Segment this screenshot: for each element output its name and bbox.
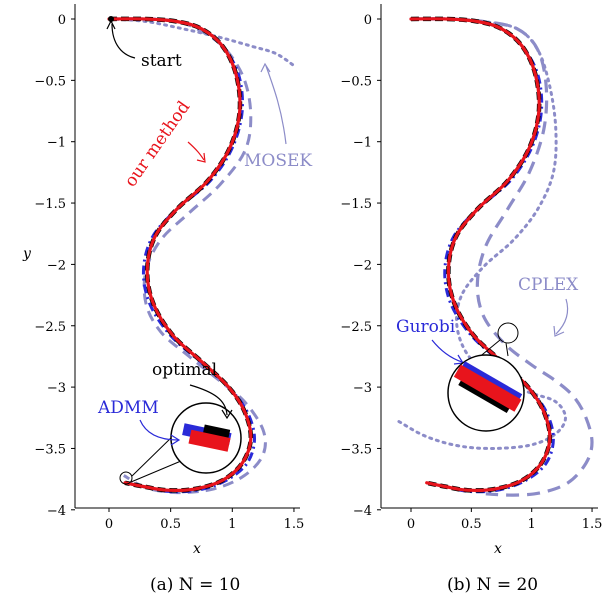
y-tick-label: −3.5 bbox=[340, 442, 372, 457]
y-tick-label: −1.5 bbox=[340, 197, 372, 212]
cplex-arrow-head bbox=[553, 325, 565, 337]
panel-a-caption: (a) N = 10 bbox=[150, 575, 240, 595]
zoom-inset-b-vehicles bbox=[453, 361, 523, 414]
panel-a-ticks: 0 0.5 1 1.5 0 −0.5 −1 −1.5 −2 −2.5 −3 −3.5 −4 bbox=[34, 13, 304, 532]
zoom-line-a-1 bbox=[131, 433, 176, 477]
optimal-label: optimal bbox=[152, 360, 217, 380]
y-tick-label: −1 bbox=[47, 136, 66, 151]
our-method-arrow bbox=[187, 141, 205, 161]
y-tick-label: −2 bbox=[47, 258, 66, 273]
panel-b-ticks: 0 0.5 1 1.5 0 −0.5 −1 −1.5 −2 −2.5 −3 −3.5 −4 bbox=[340, 13, 602, 532]
series-line-cplex-dashed bbox=[410, 17, 594, 497]
series-line-our-method bbox=[409, 17, 552, 493]
x-tick-label: 0.5 bbox=[160, 517, 181, 532]
x-tick-label: 1.5 bbox=[284, 517, 305, 532]
y-tick-label: −4 bbox=[47, 504, 66, 519]
mosek-label: MOSEK bbox=[244, 151, 312, 171]
zoom-line-b-2 bbox=[505, 342, 509, 357]
optimal-vehicle bbox=[202, 424, 231, 440]
panel-a: 0 0.5 1 1.5 0 −0.5 −1 −1.5 −2 −2.5 −3 −3.5 −4 y x (a… bbox=[22, 4, 312, 595]
gurobi-arrow bbox=[431, 339, 463, 363]
y-tick-label: −2.5 bbox=[340, 320, 372, 335]
start-marker bbox=[108, 16, 114, 22]
y-tick-label: −3 bbox=[47, 381, 66, 396]
panel-b-series bbox=[397, 16, 594, 497]
y-tick-label: −2 bbox=[353, 258, 372, 273]
y-tick-label: −1.5 bbox=[34, 197, 66, 212]
gurobi-label: Gurobi bbox=[396, 317, 456, 337]
y-tick-label: 0 bbox=[364, 13, 372, 28]
our-method-label: our method bbox=[121, 98, 195, 191]
y-tick-label: −3 bbox=[353, 381, 372, 396]
zoom-marker-b bbox=[497, 322, 519, 344]
x-tick-label: 0 bbox=[407, 517, 415, 532]
x-tick-label: 0 bbox=[105, 517, 113, 532]
y-tick-label: −2.5 bbox=[34, 320, 66, 335]
our-method-arrow-head bbox=[196, 152, 206, 163]
start-arrow-head bbox=[106, 19, 116, 30]
admm-arrow-head bbox=[170, 434, 181, 446]
start-arrow bbox=[111, 23, 136, 59]
x-tick-label: 0.5 bbox=[461, 517, 482, 532]
y-tick-label: −0.5 bbox=[340, 74, 372, 89]
x-tick-label: 1 bbox=[528, 517, 536, 532]
mosek-arrow-head bbox=[260, 62, 271, 73]
series-line-our-method bbox=[107, 17, 253, 493]
cplex-arrow bbox=[555, 298, 569, 335]
panel-a-y-axis-label: y bbox=[22, 246, 32, 262]
panel-a-x-axis-label: x bbox=[193, 541, 201, 557]
optimal-arrow-head bbox=[221, 409, 233, 420]
y-tick-label: −0.5 bbox=[34, 74, 66, 89]
our-method-vehicle-b bbox=[453, 364, 522, 412]
panel-a-series bbox=[107, 16, 296, 495]
zoom-inset-a-vehicles bbox=[182, 423, 232, 452]
admm-label: ADMM bbox=[97, 398, 159, 418]
our-method-vehicle bbox=[188, 429, 231, 452]
series-line-mosek bbox=[107, 17, 296, 68]
y-tick-label: −1 bbox=[353, 136, 372, 151]
zoom-line-a-2 bbox=[130, 460, 182, 483]
x-tick-label: 1 bbox=[228, 517, 236, 532]
start-label: start bbox=[141, 51, 182, 71]
cplex-label: CPLEX bbox=[518, 275, 579, 295]
zoom-marker-a bbox=[119, 471, 133, 485]
panel-b: 0 0.5 1 1.5 0 −0.5 −1 −1.5 −2 −2.5 −3 −3.5 −4 x (b) … bbox=[340, 4, 602, 595]
y-tick-label: 0 bbox=[58, 13, 66, 28]
admm-arrow bbox=[139, 419, 179, 441]
optimal-arrow bbox=[189, 384, 228, 416]
y-tick-label: −3.5 bbox=[34, 442, 66, 457]
panel-b-x-axis-label: x bbox=[494, 541, 502, 557]
x-tick-label: 1.5 bbox=[582, 517, 603, 532]
y-tick-label: −4 bbox=[353, 504, 372, 519]
mosek-arrow bbox=[265, 65, 287, 145]
panel-b-caption: (b) N = 20 bbox=[447, 575, 538, 595]
series-line-solver-dashed bbox=[108, 17, 267, 495]
